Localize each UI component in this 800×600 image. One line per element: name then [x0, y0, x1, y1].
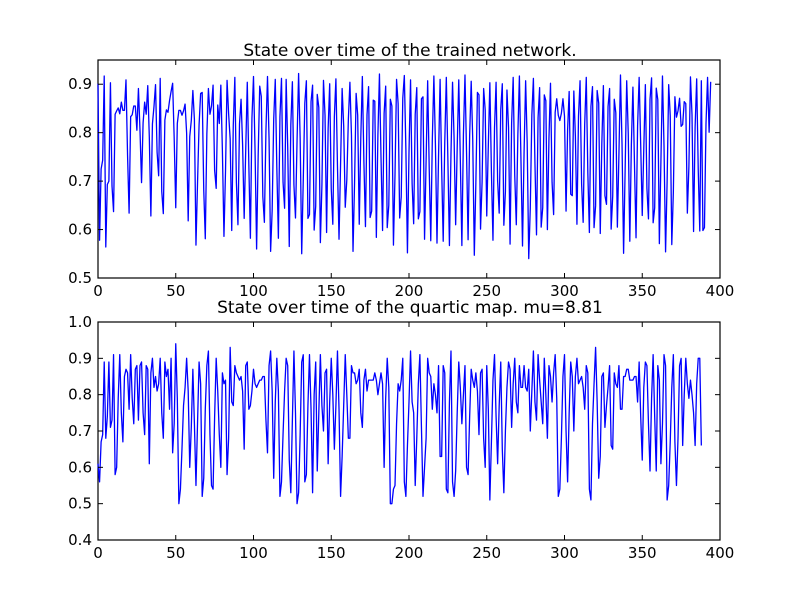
bottom-plot-y-tick-label: 0.9 [68, 349, 92, 367]
top-plot-y-axis: 0.5 0.6 0.7 0.8 0.9 [68, 75, 720, 287]
bottom-plot-x-tick-label: 350 [628, 544, 657, 562]
top-plot-x-tick-label: 400 [706, 282, 735, 300]
top-plot-y-tick-label: 0.8 [68, 124, 92, 142]
top-plot-x-tick-label: 50 [166, 282, 185, 300]
bottom-plot-x-tick-label: 250 [472, 544, 501, 562]
top-plot-x-tick-label: 250 [472, 282, 501, 300]
bottom-plot-x-tick-label: 50 [166, 544, 185, 562]
top-plot-y-tick-label: 0.7 [68, 172, 92, 190]
top-plot-y-tick-label: 0.6 [68, 221, 92, 239]
top-plot-x-tick-label: 100 [239, 282, 268, 300]
bottom-plot-y-axis: 0.4 0.5 0.6 0.7 0.8 0.9 1.0 [68, 313, 720, 549]
bottom-plot-y-tick-label: 1.0 [68, 313, 92, 331]
bottom-plot-y-tick-label: 0.5 [68, 495, 92, 513]
top-plot-x-tick-label: 350 [628, 282, 657, 300]
bottom-plot-y-tick-label: 0.7 [68, 422, 92, 440]
top-plot-x-tick-label: 0 [93, 282, 103, 300]
bottom-plot-x-tick-label: 300 [550, 544, 579, 562]
top-plot-x-tick-label: 200 [395, 282, 424, 300]
top-plot-series-line [97, 72, 712, 260]
top-plot-x-axis: 0 50 100 150 200 250 300 350 400 [93, 60, 734, 300]
bottom-plot-y-tick-label: 0.8 [68, 386, 92, 404]
top-plot: State over time of the trained network. … [68, 41, 734, 300]
top-plot-y-tick-label: 0.5 [68, 269, 92, 287]
bottom-plot-x-axis: 0 50 100 150 200 250 300 350 400 [93, 322, 734, 562]
top-plot-x-tick-label: 150 [317, 282, 346, 300]
bottom-plot-x-tick-label: 100 [239, 544, 268, 562]
top-plot-x-tick-label: 300 [550, 282, 579, 300]
bottom-plot-x-tick-label: 200 [395, 544, 424, 562]
bottom-plot-title: State over time of the quartic map. mu=8… [217, 298, 603, 318]
bottom-plot-y-tick-label: 0.4 [68, 531, 92, 549]
bottom-plot: State over time of the quartic map. mu=8… [68, 298, 734, 562]
bottom-plot-x-tick-label: 400 [706, 544, 735, 562]
top-plot-title: State over time of the trained network. [243, 41, 576, 61]
top-plot-y-tick-label: 0.9 [68, 75, 92, 93]
bottom-plot-x-tick-label: 0 [93, 544, 103, 562]
bottom-plot-y-tick-label: 0.6 [68, 458, 92, 476]
bottom-plot-x-tick-label: 150 [317, 544, 346, 562]
bottom-plot-series-line [97, 343, 702, 505]
